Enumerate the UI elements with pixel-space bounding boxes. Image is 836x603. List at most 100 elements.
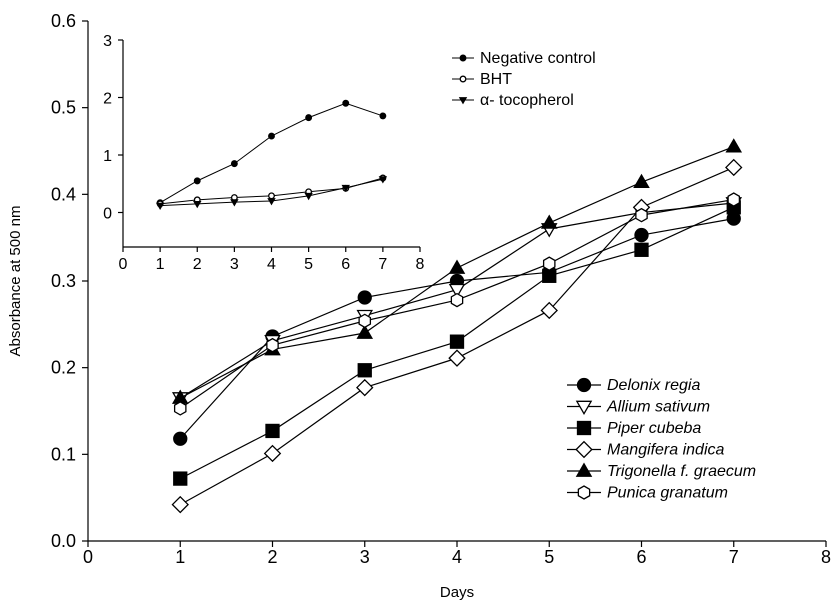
- main-x-tick-label: 8: [821, 547, 831, 567]
- main-data-point: [358, 313, 372, 329]
- main-legend-item: Piper cubeba: [567, 420, 701, 437]
- inset-y-tick-label: 1: [103, 148, 112, 165]
- inset-legend-item: BHT: [452, 71, 512, 88]
- inset-y-tick-label: 3: [103, 33, 112, 50]
- main-x-tick-label: 1: [175, 547, 185, 567]
- inset-legend-label: α- tocopherol: [480, 92, 574, 109]
- main-data-point: [448, 259, 466, 274]
- main-x-tick-label: 6: [636, 547, 646, 567]
- main-y-tick-label: 0.4: [51, 184, 76, 204]
- main-data-point: [633, 173, 650, 189]
- inset-data-point: [305, 114, 313, 122]
- main-legend-marker: [575, 400, 593, 415]
- main-data-point: [265, 423, 280, 439]
- inset-data-point: [379, 112, 387, 120]
- main-data-point: [725, 158, 743, 177]
- main-legend-marker: [575, 440, 593, 459]
- main-data-point: [542, 256, 556, 271]
- inset-x-tick-label: 8: [416, 256, 425, 273]
- main-data-point: [448, 283, 466, 299]
- main-data-point: [449, 334, 465, 349]
- inset-data-point: [341, 184, 350, 193]
- main-data-point: [171, 495, 189, 514]
- inset-legend-marker: [459, 75, 467, 83]
- inset-data-point: [378, 176, 388, 184]
- main-legend-item: Punica granatum: [567, 485, 728, 502]
- inset-plot-background: [123, 40, 420, 247]
- inset-data-point: [230, 199, 239, 207]
- main-x-tick-label: 0: [83, 547, 93, 567]
- main-legend-item: Trigonella f. graecum: [567, 462, 756, 480]
- main-y-tick-label: 0.0: [51, 531, 76, 551]
- inset-x-tick-label: 2: [193, 256, 202, 273]
- main-series: [171, 158, 743, 514]
- inset-x-tick-label: 3: [230, 256, 239, 273]
- main-legend-label: Piper cubeba: [607, 420, 701, 437]
- inset-data-point: [193, 200, 202, 209]
- inset-legend: Negative control BHT α- tocopherol: [452, 50, 596, 109]
- main-legend-marker: [575, 462, 593, 477]
- main-series: [173, 200, 741, 486]
- inset-chart: 0 1 2 3 4 5 6 7 8 0 1 2 3 Negative control BHT α- tocop…: [103, 33, 596, 273]
- main-y-tick-label: 0.3: [51, 271, 76, 291]
- main-legend-item: Delonix regia: [567, 377, 700, 394]
- inset-data-point: [267, 198, 276, 206]
- main-legend-item: Allium sativum: [567, 399, 710, 416]
- main-y-tick-label: 0.1: [51, 444, 76, 464]
- main-data-point: [634, 227, 649, 243]
- inset-data-point: [155, 202, 165, 210]
- main-legend-marker: [576, 420, 592, 436]
- main-data-point: [173, 431, 188, 446]
- inset-x-tick-label: 4: [267, 256, 276, 273]
- inset-legend-marker: [458, 97, 468, 105]
- main-data-point: [725, 138, 743, 153]
- main-y-tick-label: 0.6: [51, 11, 76, 31]
- inset-x-tick-label: 7: [378, 256, 387, 273]
- main-data-point: [540, 214, 558, 229]
- main-data-point: [173, 471, 188, 486]
- inset-x-tick-label: 5: [304, 256, 313, 273]
- inset-data-point: [342, 99, 350, 107]
- main-x-tick-label: 5: [544, 547, 554, 567]
- inset-y-tick-label: 0: [103, 206, 112, 223]
- main-legend-label: Delonix regia: [607, 377, 700, 394]
- main-y-tick-label: 0.2: [51, 358, 76, 378]
- main-x-axis-title: Days: [440, 584, 474, 601]
- main-data-point: [727, 192, 741, 207]
- main-legend-marker: [577, 485, 591, 500]
- main-x-tick-label: 4: [452, 547, 462, 567]
- main-legend: Delonix regia Allium sativum Piper cubeba M…: [567, 377, 756, 502]
- main-data-point: [542, 268, 557, 283]
- main-data-point: [448, 349, 466, 367]
- main-data-point: [356, 378, 374, 397]
- main-x-tick-label: 7: [729, 547, 739, 567]
- inset-legend-item: Negative control: [452, 50, 596, 67]
- main-y-tick-label: 0.5: [51, 98, 76, 118]
- main-data-point: [357, 290, 372, 305]
- main-data-point: [356, 324, 374, 339]
- main-x-tick-label: 2: [267, 547, 277, 567]
- main-legend-label: Allium sativum: [606, 399, 710, 416]
- main-legend-item: Mangifera indica: [567, 440, 725, 459]
- main-data-point: [263, 444, 282, 463]
- main-x-tick-label: 3: [360, 547, 370, 567]
- inset-data-point: [193, 177, 201, 185]
- main-series: [173, 192, 741, 416]
- inset-data-point: [230, 160, 238, 168]
- main-data-point: [635, 207, 648, 223]
- inset-x-tick-label: 1: [156, 256, 165, 273]
- main-legend-label: Mangifera indica: [607, 442, 725, 459]
- main-data-point: [173, 401, 187, 416]
- inset-x-tick-label: 0: [119, 256, 128, 273]
- main-data-point: [540, 301, 558, 320]
- main-y-axis-title: Absorbance at 500 nm: [7, 206, 24, 357]
- inset-legend-marker: [459, 54, 467, 62]
- main-legend-marker: [576, 377, 592, 393]
- main-data-point: [357, 363, 372, 378]
- main-data-point: [450, 292, 464, 308]
- main-data-point: [266, 337, 279, 353]
- main-chart: 0 1 2 3 4 5 6 7 8 0.0 0.1 0.2 0.3 0.4 0.5 0.6 Days Absorb…: [7, 11, 831, 601]
- inset-y-tick-label: 2: [103, 91, 112, 108]
- inset-data-point: [268, 132, 275, 140]
